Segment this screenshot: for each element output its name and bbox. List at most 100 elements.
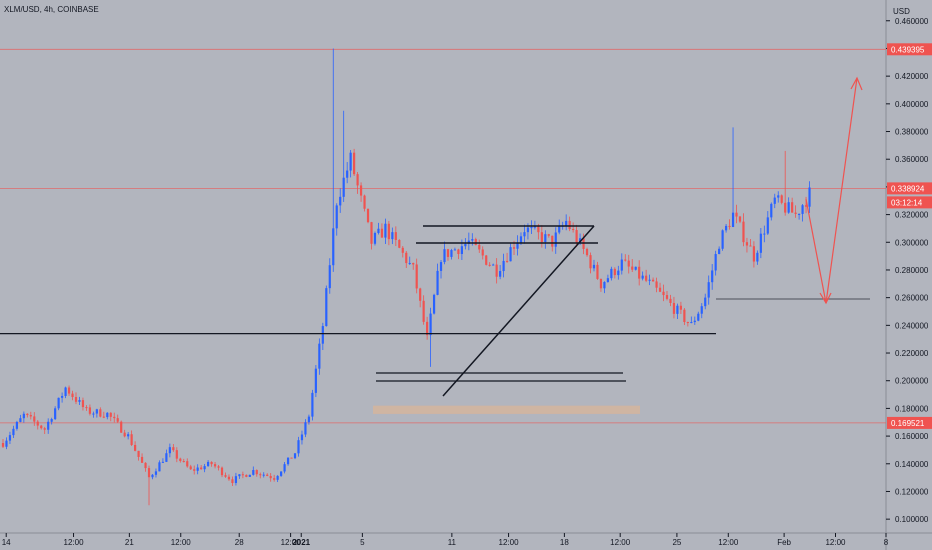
candle-body bbox=[627, 260, 630, 267]
candle-body bbox=[8, 435, 12, 441]
candle-body bbox=[259, 474, 262, 476]
candle-body bbox=[227, 476, 231, 480]
candle-body bbox=[266, 474, 269, 476]
candle-body bbox=[690, 322, 693, 324]
candle-body bbox=[794, 212, 797, 214]
candle-body bbox=[60, 395, 64, 398]
candle-body bbox=[599, 278, 603, 289]
candle-body bbox=[248, 474, 251, 477]
candle-body bbox=[92, 413, 95, 415]
candle-body bbox=[280, 471, 283, 476]
candle-body bbox=[697, 313, 700, 321]
candle-body bbox=[766, 217, 769, 234]
candle-body bbox=[648, 279, 651, 281]
candle-body bbox=[290, 457, 293, 459]
candle-body bbox=[408, 262, 411, 264]
projection-up-line bbox=[825, 77, 858, 304]
candle-body bbox=[29, 415, 32, 417]
candle-body bbox=[610, 268, 613, 279]
candle-body bbox=[85, 407, 88, 409]
candle-body bbox=[203, 466, 206, 470]
candle-body bbox=[471, 239, 474, 241]
candle-body bbox=[439, 262, 443, 271]
candle-body bbox=[804, 205, 808, 207]
candle-body bbox=[603, 281, 606, 289]
candle-body bbox=[346, 170, 349, 178]
y-tick-label: 0.200000 bbox=[895, 377, 929, 386]
candle-body bbox=[777, 195, 780, 198]
candle-body bbox=[245, 474, 248, 477]
candle-body bbox=[578, 238, 582, 243]
candle-body bbox=[419, 288, 422, 301]
candle-body bbox=[54, 408, 57, 420]
candle-body bbox=[47, 421, 50, 430]
candle-body bbox=[505, 260, 509, 262]
candle-body bbox=[432, 294, 436, 314]
candle-body bbox=[426, 321, 429, 336]
candle-body bbox=[519, 236, 523, 243]
candle-body bbox=[606, 278, 609, 282]
y-tick-label: 0.280000 bbox=[895, 266, 929, 275]
candle-body bbox=[711, 270, 714, 283]
candle-body bbox=[526, 227, 530, 233]
candle-body bbox=[137, 450, 140, 457]
x-tick-label: 18 bbox=[560, 538, 569, 547]
projection-down-line bbox=[805, 198, 827, 304]
candle-body bbox=[589, 255, 592, 269]
candle-body bbox=[224, 475, 227, 477]
candle-body bbox=[300, 434, 304, 441]
candle-body bbox=[533, 226, 536, 228]
candle-body bbox=[662, 291, 665, 296]
candle-body bbox=[502, 260, 505, 272]
candle-body bbox=[182, 461, 185, 463]
ascending-trendline bbox=[442, 225, 595, 397]
candle-body bbox=[40, 425, 43, 429]
candle-body bbox=[370, 222, 373, 244]
candle-body bbox=[22, 413, 25, 419]
candle-body bbox=[123, 432, 126, 437]
zone-layer bbox=[373, 405, 640, 414]
candle-body bbox=[523, 232, 526, 237]
x-tick-label: 28 bbox=[235, 538, 244, 547]
candle-body bbox=[565, 220, 568, 226]
candle-body bbox=[394, 232, 397, 240]
candle-body bbox=[113, 416, 116, 419]
candle-body bbox=[175, 450, 178, 459]
y-tick-label: 0.240000 bbox=[895, 321, 929, 330]
price-badge bbox=[887, 416, 932, 429]
candle-body bbox=[147, 468, 151, 478]
candle-body bbox=[478, 244, 481, 250]
candle-body bbox=[749, 245, 752, 247]
x-tick-label: 25 bbox=[672, 538, 681, 547]
candle-body bbox=[332, 228, 335, 266]
candle-body bbox=[102, 416, 105, 418]
candle-body bbox=[714, 254, 717, 271]
candle-body bbox=[207, 461, 210, 467]
candle-body bbox=[1, 443, 5, 447]
candle-body bbox=[554, 232, 557, 247]
y-tick-label: 0.380000 bbox=[895, 128, 929, 137]
candle-body bbox=[359, 185, 363, 196]
candle-body bbox=[638, 266, 641, 279]
candle-body bbox=[669, 298, 672, 303]
x-tick-label: 5 bbox=[360, 538, 365, 547]
grid-layer bbox=[0, 48, 886, 424]
candle-body bbox=[217, 466, 220, 468]
candle-body bbox=[144, 462, 147, 469]
candle-body bbox=[283, 464, 286, 472]
candle-body bbox=[5, 440, 8, 447]
candle-body bbox=[127, 434, 130, 437]
candle-body bbox=[99, 409, 102, 417]
y-tick-label: 0.300000 bbox=[895, 238, 929, 247]
candle-body bbox=[273, 478, 276, 480]
candle-body bbox=[808, 187, 811, 207]
candle-body bbox=[120, 421, 123, 433]
candle-body bbox=[634, 266, 637, 270]
plot-area[interactable] bbox=[0, 0, 886, 533]
candle-body bbox=[436, 270, 439, 295]
candle-body bbox=[405, 252, 408, 264]
x-tick-label: 12:00 bbox=[64, 538, 85, 547]
candle-body bbox=[780, 195, 783, 203]
candle-body bbox=[363, 195, 366, 209]
